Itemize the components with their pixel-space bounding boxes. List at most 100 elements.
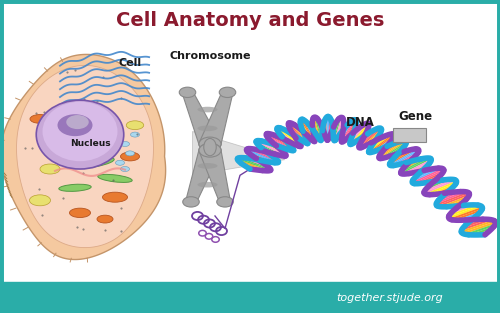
Polygon shape: [420, 174, 442, 183]
Polygon shape: [270, 134, 293, 149]
Polygon shape: [288, 123, 308, 144]
Polygon shape: [300, 119, 314, 141]
Ellipse shape: [70, 147, 100, 154]
Polygon shape: [342, 120, 352, 141]
Polygon shape: [418, 170, 428, 174]
Polygon shape: [366, 134, 380, 145]
Polygon shape: [334, 118, 340, 140]
Polygon shape: [182, 91, 220, 146]
Polygon shape: [246, 149, 278, 163]
Polygon shape: [402, 159, 431, 174]
Polygon shape: [390, 149, 417, 165]
Polygon shape: [254, 157, 264, 161]
Polygon shape: [245, 166, 256, 170]
Polygon shape: [328, 117, 330, 140]
Ellipse shape: [120, 152, 140, 161]
Polygon shape: [448, 206, 482, 219]
Ellipse shape: [183, 197, 199, 207]
Polygon shape: [370, 136, 386, 148]
Polygon shape: [330, 122, 332, 135]
Polygon shape: [328, 116, 330, 140]
Polygon shape: [256, 142, 285, 156]
Ellipse shape: [198, 107, 218, 112]
Ellipse shape: [199, 143, 221, 157]
Polygon shape: [336, 120, 344, 139]
Polygon shape: [272, 142, 280, 147]
Ellipse shape: [126, 121, 144, 130]
Text: together.stjude.org: together.stjude.org: [336, 293, 444, 303]
Polygon shape: [404, 159, 421, 168]
Polygon shape: [382, 143, 390, 149]
Polygon shape: [464, 223, 496, 235]
Polygon shape: [402, 158, 426, 171]
Polygon shape: [469, 218, 476, 222]
Polygon shape: [248, 152, 274, 163]
Polygon shape: [260, 150, 272, 156]
Polygon shape: [290, 123, 308, 144]
Polygon shape: [379, 141, 402, 156]
Polygon shape: [390, 149, 414, 163]
Polygon shape: [413, 168, 438, 180]
Ellipse shape: [116, 160, 124, 165]
Ellipse shape: [199, 143, 221, 157]
Polygon shape: [294, 125, 307, 140]
Polygon shape: [392, 150, 409, 160]
Polygon shape: [267, 136, 289, 150]
Polygon shape: [192, 131, 285, 175]
Polygon shape: [350, 123, 368, 144]
Text: DNA: DNA: [346, 116, 374, 129]
Polygon shape: [273, 135, 291, 147]
Ellipse shape: [76, 157, 114, 168]
Polygon shape: [260, 146, 278, 155]
Polygon shape: [342, 122, 350, 138]
Polygon shape: [333, 123, 336, 134]
Polygon shape: [360, 129, 382, 148]
Polygon shape: [424, 179, 454, 192]
Polygon shape: [301, 126, 309, 137]
Polygon shape: [384, 144, 392, 150]
Polygon shape: [278, 128, 301, 146]
Polygon shape: [444, 198, 468, 207]
Ellipse shape: [179, 87, 196, 98]
Polygon shape: [332, 126, 334, 131]
Polygon shape: [376, 139, 392, 151]
Polygon shape: [428, 183, 456, 195]
Polygon shape: [372, 137, 394, 152]
Polygon shape: [277, 129, 299, 146]
Polygon shape: [431, 181, 440, 184]
Ellipse shape: [198, 126, 218, 131]
Polygon shape: [452, 209, 482, 220]
Polygon shape: [312, 120, 318, 138]
Polygon shape: [292, 123, 308, 142]
Polygon shape: [312, 127, 314, 131]
Polygon shape: [257, 144, 282, 156]
Polygon shape: [392, 150, 402, 156]
Polygon shape: [350, 124, 366, 143]
Polygon shape: [462, 222, 496, 234]
Polygon shape: [302, 129, 306, 134]
Ellipse shape: [40, 164, 60, 174]
Ellipse shape: [36, 100, 124, 169]
Polygon shape: [290, 129, 301, 140]
Polygon shape: [383, 144, 406, 158]
Polygon shape: [292, 132, 297, 137]
Polygon shape: [300, 120, 314, 141]
Polygon shape: [398, 154, 417, 165]
Polygon shape: [333, 120, 338, 137]
Polygon shape: [400, 158, 431, 174]
Polygon shape: [283, 129, 300, 143]
Polygon shape: [250, 149, 278, 161]
Ellipse shape: [219, 87, 236, 98]
Ellipse shape: [70, 208, 90, 218]
Polygon shape: [342, 125, 347, 135]
Polygon shape: [424, 180, 456, 194]
Polygon shape: [379, 141, 405, 158]
Polygon shape: [351, 129, 355, 135]
Polygon shape: [300, 122, 312, 140]
Polygon shape: [267, 134, 293, 151]
Polygon shape: [268, 143, 280, 149]
Polygon shape: [437, 192, 463, 202]
Ellipse shape: [120, 167, 130, 172]
Polygon shape: [440, 192, 458, 199]
Polygon shape: [359, 128, 382, 148]
